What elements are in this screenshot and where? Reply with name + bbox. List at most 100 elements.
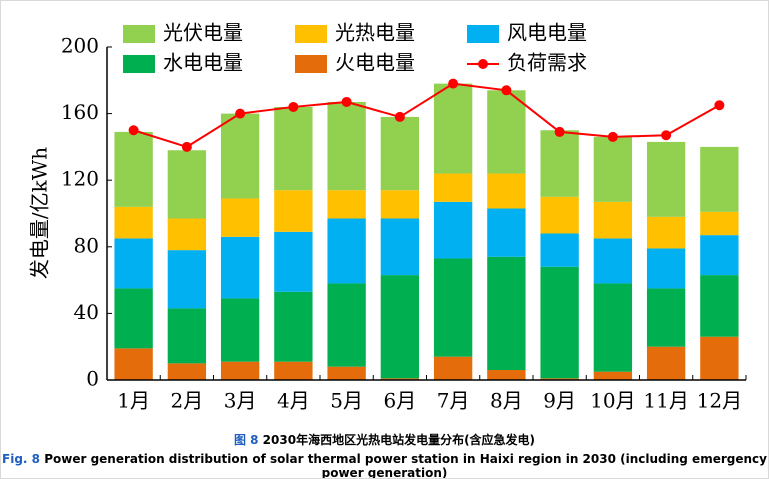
bar-segment xyxy=(327,366,366,380)
bar-segment xyxy=(700,336,739,380)
bar-segment xyxy=(327,283,366,367)
x-tick-label: 10月 xyxy=(590,389,635,413)
bar-segment xyxy=(220,113,260,199)
x-tick-label: 4月 xyxy=(277,389,310,413)
bar-segment xyxy=(487,256,526,371)
bar-segment xyxy=(700,275,739,337)
y-tick-label: 160 xyxy=(61,100,99,124)
bar-segment xyxy=(114,131,153,207)
demand-point xyxy=(288,101,299,112)
bar-segment xyxy=(380,275,420,379)
bar-segment xyxy=(540,196,579,234)
bar-segment xyxy=(114,288,153,349)
bar-segment xyxy=(487,370,526,380)
bar-segment xyxy=(433,201,473,259)
caption-label: 图 8 xyxy=(233,433,259,447)
legend-swatch xyxy=(123,25,155,43)
bar-segment xyxy=(433,173,473,202)
bar-segment xyxy=(487,208,526,257)
bar-segment xyxy=(646,288,686,347)
demand-point xyxy=(235,108,246,119)
bar-segment xyxy=(220,198,260,237)
bar-segment xyxy=(487,173,526,209)
legend-swatch xyxy=(295,55,327,73)
legend-label: 负荷需求 xyxy=(507,51,587,75)
bar-segment xyxy=(380,378,420,380)
y-tick-label: 0 xyxy=(86,367,99,391)
bar-segment xyxy=(593,238,633,284)
x-tick-label: 11月 xyxy=(643,389,688,413)
y-tick-label: 40 xyxy=(74,300,99,324)
bar-segment xyxy=(167,308,207,364)
caption-label: Fig. 8 xyxy=(2,452,41,466)
bar-segment xyxy=(433,83,473,174)
bar-segment xyxy=(167,150,207,219)
bar-segment xyxy=(700,146,739,212)
x-tick-label: 9月 xyxy=(543,389,576,413)
bar-segment xyxy=(114,348,153,380)
bar-segment xyxy=(380,116,420,191)
demand-point xyxy=(714,100,725,111)
legend-swatch xyxy=(467,25,499,43)
bar-segment xyxy=(220,361,260,380)
demand-point xyxy=(448,78,459,89)
bar-segment xyxy=(327,101,366,191)
bar-segment xyxy=(114,206,153,239)
y-tick-label: 120 xyxy=(61,167,99,191)
caption-text: Power generation distribution of solar t… xyxy=(44,452,767,479)
x-tick-label: 7月 xyxy=(437,389,470,413)
bar-segment xyxy=(380,190,420,219)
chart: 发电量/亿kWh 0 40 80 120 160 200 1月 2月 3月 4月 5月 6月 7月 8月 9… xyxy=(28,21,747,413)
bar-segment xyxy=(220,236,260,299)
demand-point xyxy=(607,131,618,142)
bar-segment xyxy=(220,298,260,362)
legend-swatch xyxy=(295,25,327,43)
demand-point xyxy=(128,125,139,136)
demand-line xyxy=(133,82,720,148)
caption-en: Fig. 8 Power generation distribution of … xyxy=(1,452,768,479)
bar-segment xyxy=(593,371,633,380)
bar-segment xyxy=(380,218,420,276)
y-axis-label: 发电量/亿kWh xyxy=(28,147,52,279)
bar-segment xyxy=(433,258,473,357)
y-tick-label: 80 xyxy=(74,233,99,257)
x-tick-label: 1月 xyxy=(117,389,150,413)
demand-point xyxy=(394,111,405,122)
x-tick-label: 3月 xyxy=(224,389,257,413)
bar-segment xyxy=(487,90,526,174)
y-tick-label: 200 xyxy=(61,34,99,58)
x-tick-label: 12月 xyxy=(697,389,742,413)
legend-label: 光伏电量 xyxy=(163,21,243,45)
caption-cn: 图 8 2030年海西地区光热电站发电量分布(含应急发电) xyxy=(1,431,768,448)
bar-segment xyxy=(274,291,313,362)
bar-segment xyxy=(646,346,686,380)
legend-label: 火电电量 xyxy=(335,51,415,75)
bar-segment xyxy=(114,238,153,289)
legend-swatch xyxy=(123,55,155,73)
x-tick-label: 8月 xyxy=(490,389,523,413)
bar-segment xyxy=(646,216,686,249)
bar-segment xyxy=(274,106,313,191)
demand-point xyxy=(181,141,192,152)
demand-point xyxy=(501,85,512,96)
legend-label: 水电电量 xyxy=(163,51,243,75)
legend-label: 风电电量 xyxy=(507,21,587,45)
caption-text: 2030年海西地区光热电站发电量分布(含应急发电) xyxy=(262,433,536,447)
bar-segment xyxy=(540,130,579,197)
bar-segment xyxy=(274,190,313,232)
bar-segment xyxy=(540,233,579,267)
bar-segment xyxy=(327,218,366,284)
bar-segment xyxy=(540,266,579,379)
bar-segment xyxy=(433,356,473,380)
demand-point xyxy=(341,96,352,107)
bar-segment xyxy=(646,141,686,217)
legend-marker xyxy=(478,59,488,69)
bar-segment xyxy=(700,211,739,236)
bar-segment xyxy=(700,235,739,276)
x-tick-label: 5月 xyxy=(330,389,363,413)
bar-segment xyxy=(167,218,207,251)
bar-segment xyxy=(327,190,366,219)
bar-segment xyxy=(593,283,633,372)
x-tick-label: 2月 xyxy=(171,389,204,413)
